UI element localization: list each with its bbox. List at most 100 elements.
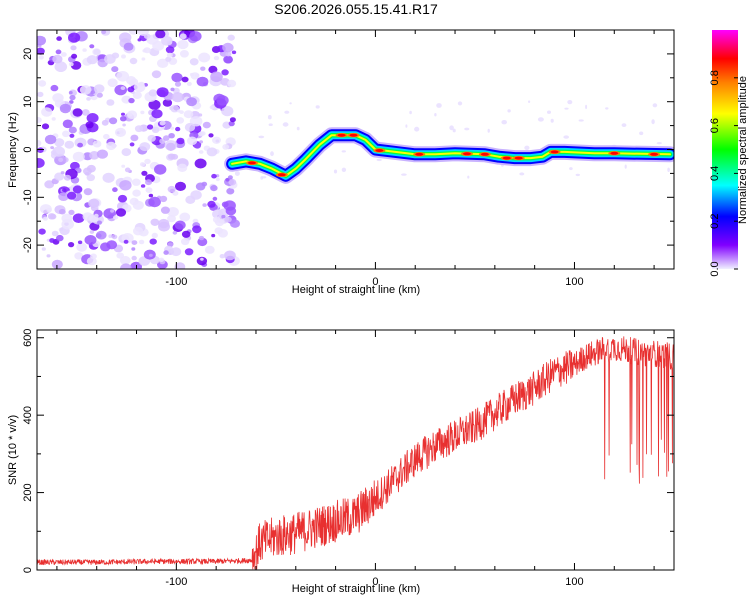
faint-speckle bbox=[436, 103, 442, 108]
noise-blob bbox=[96, 92, 103, 98]
noise-blob bbox=[132, 189, 141, 197]
noise-blob bbox=[212, 136, 221, 144]
noise-blob bbox=[223, 55, 233, 64]
faint-speckle bbox=[341, 150, 346, 153]
noise-blob bbox=[41, 123, 50, 130]
noise-blob bbox=[46, 254, 51, 258]
y-tick-label: 200 bbox=[22, 483, 34, 501]
noise-blob bbox=[227, 34, 235, 41]
noise-blob bbox=[171, 72, 183, 83]
signal-peak bbox=[550, 150, 559, 154]
noise-blob bbox=[71, 53, 78, 59]
noise-blob bbox=[120, 86, 126, 90]
noise-region bbox=[37, 30, 670, 269]
noise-blob bbox=[38, 228, 46, 235]
noise-blob bbox=[198, 52, 211, 63]
faint-speckle bbox=[268, 123, 273, 126]
noise-blob bbox=[162, 99, 173, 107]
signal-peak bbox=[277, 173, 286, 177]
noise-blob bbox=[231, 50, 237, 55]
noise-blob bbox=[224, 216, 232, 223]
noise-blob bbox=[165, 46, 175, 54]
noise-blob bbox=[67, 191, 77, 200]
noise-blob bbox=[158, 218, 170, 229]
noise-blob bbox=[176, 117, 185, 124]
faint-speckle bbox=[376, 158, 382, 162]
noise-blob bbox=[177, 39, 189, 50]
noise-blob bbox=[131, 247, 136, 251]
noise-blob bbox=[72, 108, 83, 117]
noise-blob bbox=[37, 47, 45, 55]
noise-blob bbox=[93, 213, 99, 218]
noise-blob bbox=[108, 234, 113, 238]
faint-speckle bbox=[651, 119, 655, 125]
noise-blob bbox=[68, 209, 75, 215]
noise-blob bbox=[68, 32, 81, 43]
noise-blob bbox=[90, 253, 97, 260]
noise-blob bbox=[212, 216, 221, 223]
faint-speckle bbox=[452, 128, 456, 133]
noise-blob bbox=[148, 89, 158, 97]
noise-blob bbox=[139, 162, 146, 167]
noise-blob bbox=[68, 126, 77, 134]
faint-speckle bbox=[667, 167, 670, 172]
noise-blob bbox=[113, 215, 119, 220]
noise-blob bbox=[211, 173, 217, 179]
noise-blob bbox=[129, 142, 135, 147]
noise-blob bbox=[215, 177, 220, 182]
noise-blob bbox=[37, 91, 44, 98]
noise-blob bbox=[132, 200, 144, 210]
noise-blob bbox=[170, 247, 182, 257]
noise-blob bbox=[196, 256, 208, 266]
faint-speckle bbox=[567, 100, 573, 105]
y-tick-label: 0 bbox=[22, 146, 34, 152]
noise-blob bbox=[210, 185, 218, 192]
noise-blob bbox=[115, 208, 127, 217]
noise-blob bbox=[49, 238, 55, 243]
noise-blob bbox=[111, 234, 118, 240]
faint-speckle bbox=[414, 126, 420, 132]
noise-blob bbox=[140, 184, 146, 188]
noise-blob bbox=[86, 257, 97, 266]
noise-blob bbox=[195, 73, 200, 77]
noise-blob bbox=[189, 72, 194, 77]
noise-blob bbox=[198, 113, 203, 117]
colorbar-tick-label: 0.0 bbox=[709, 261, 721, 276]
noise-blob bbox=[149, 253, 153, 257]
noise-blob bbox=[110, 209, 115, 213]
faint-speckle bbox=[289, 102, 292, 105]
noise-blob bbox=[62, 130, 70, 138]
noise-blob bbox=[56, 36, 62, 41]
noise-blob bbox=[221, 69, 229, 76]
noise-blob bbox=[120, 116, 127, 122]
noise-blob bbox=[225, 178, 230, 182]
noise-blob bbox=[37, 139, 42, 147]
noise-blob bbox=[54, 138, 65, 147]
noise-blob bbox=[72, 151, 85, 162]
noise-blob bbox=[130, 78, 139, 85]
x-tick-label: 0 bbox=[372, 276, 378, 288]
noise-blob bbox=[123, 239, 129, 244]
faint-speckle bbox=[434, 113, 437, 117]
colorbar-label: Normalized spectral amplitude bbox=[737, 76, 749, 224]
y-tick-label: 400 bbox=[22, 406, 34, 424]
noise-blob bbox=[121, 112, 125, 116]
faint-speckle bbox=[464, 127, 470, 131]
noise-blob bbox=[41, 107, 53, 117]
noise-blob bbox=[150, 218, 160, 226]
faint-speckle bbox=[282, 122, 289, 127]
noise-blob bbox=[166, 52, 173, 58]
noise-blob bbox=[77, 240, 83, 245]
x-tick-label: 100 bbox=[565, 576, 583, 588]
noise-blob bbox=[79, 85, 92, 95]
noise-blob bbox=[127, 86, 135, 93]
noise-blob bbox=[159, 120, 166, 126]
noise-blob bbox=[227, 79, 237, 88]
noise-blob bbox=[86, 113, 99, 123]
noise-blob bbox=[77, 142, 83, 148]
noise-blob bbox=[121, 164, 126, 168]
faint-speckle bbox=[457, 101, 463, 106]
faint-speckle bbox=[405, 124, 408, 128]
spectrogram-xlabel: Height of straight line (km) bbox=[292, 284, 420, 296]
noise-blob bbox=[89, 151, 100, 160]
